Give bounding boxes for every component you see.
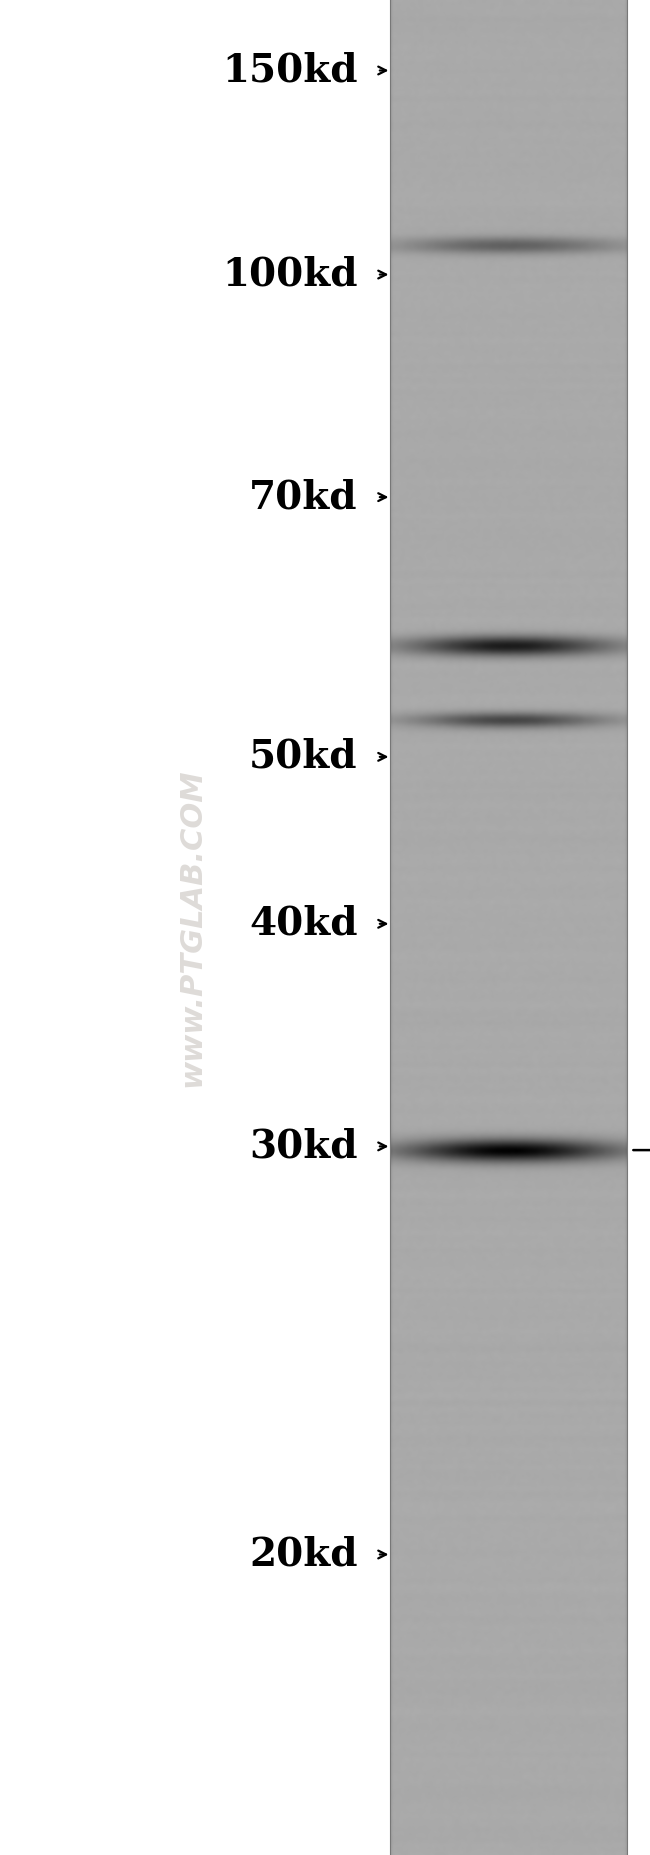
Text: 30kd: 30kd	[249, 1128, 358, 1165]
Text: 50kd: 50kd	[249, 738, 358, 775]
Text: www.PTGLAB.COM: www.PTGLAB.COM	[177, 768, 206, 1087]
Text: 70kd: 70kd	[249, 479, 358, 516]
Text: 150kd: 150kd	[222, 52, 358, 89]
Text: 40kd: 40kd	[249, 905, 358, 942]
Text: 100kd: 100kd	[222, 256, 358, 293]
Text: 20kd: 20kd	[249, 1536, 358, 1573]
